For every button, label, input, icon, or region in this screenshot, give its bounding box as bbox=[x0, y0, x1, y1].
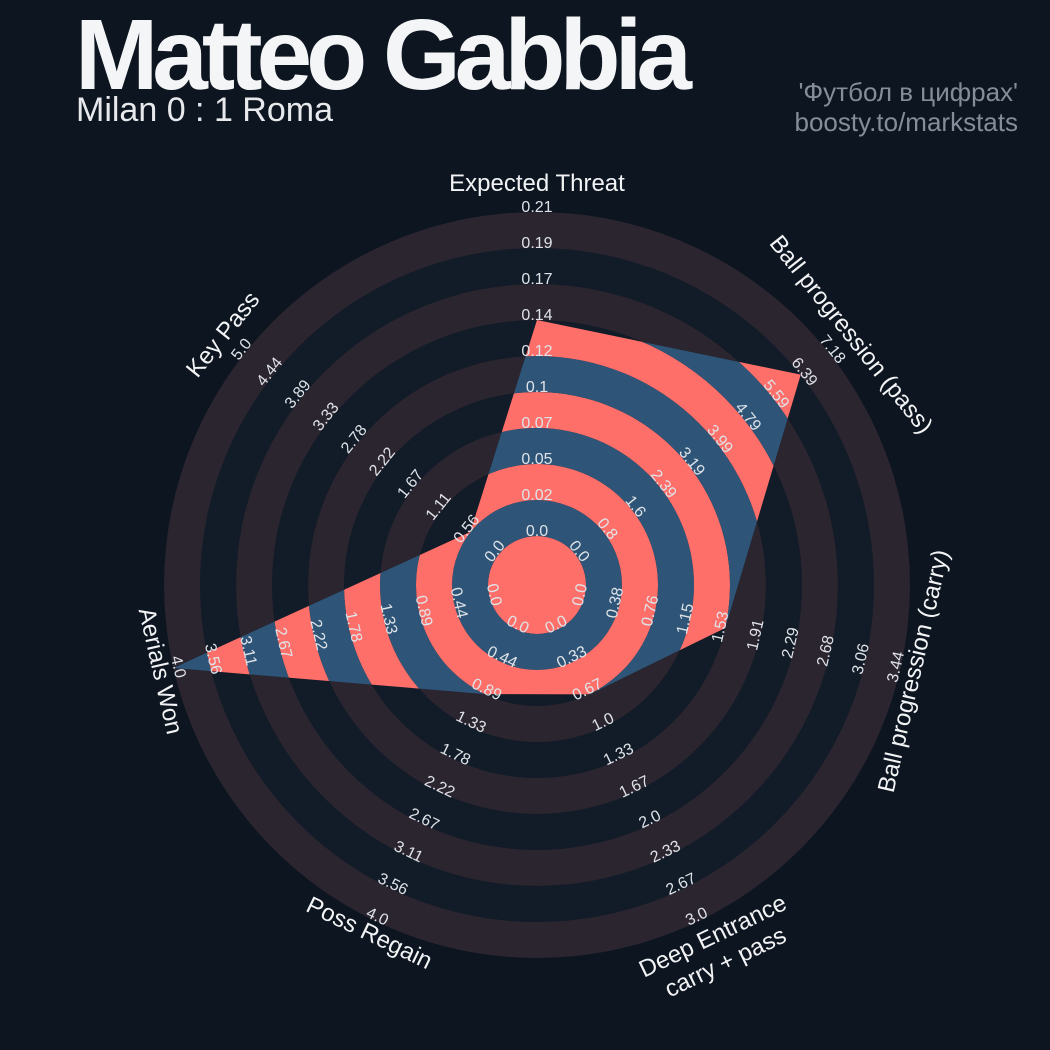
svg-text:Expected Threat: Expected Threat bbox=[449, 170, 625, 197]
svg-text:0.05: 0.05 bbox=[521, 451, 552, 468]
svg-text:0.21: 0.21 bbox=[521, 199, 552, 216]
svg-text:0.0: 0.0 bbox=[526, 523, 548, 540]
svg-text:0.19: 0.19 bbox=[521, 235, 552, 252]
svg-text:0.17: 0.17 bbox=[521, 271, 552, 288]
svg-text:0.1: 0.1 bbox=[526, 379, 548, 396]
svg-text:0.02: 0.02 bbox=[521, 487, 552, 504]
svg-text:0.07: 0.07 bbox=[521, 415, 552, 432]
svg-text:0.14: 0.14 bbox=[521, 307, 552, 324]
svg-text:0.12: 0.12 bbox=[521, 343, 552, 360]
